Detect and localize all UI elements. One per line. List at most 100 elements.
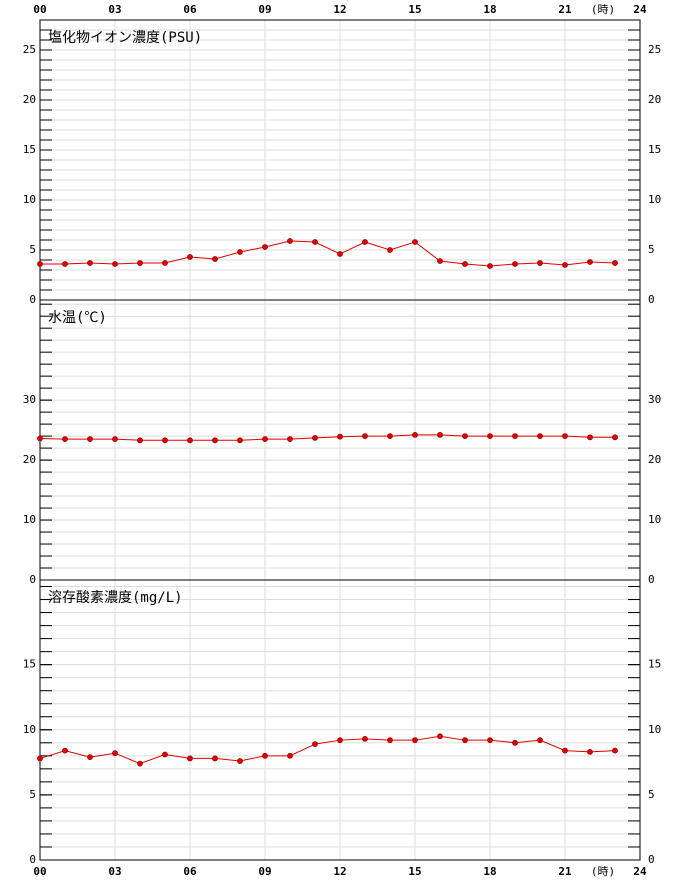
y-tick-label: 20 [23,453,36,466]
data-line [39,735,616,765]
y-tick-label: 0 [29,573,36,586]
data-point [137,760,143,767]
data-point [312,741,318,747]
data-point [262,752,268,759]
data-point [87,754,93,761]
data-point [337,433,343,440]
data-point [537,737,543,744]
data-point [137,437,143,444]
y-tick-label: 10 [23,193,36,206]
data-point [612,260,618,266]
y-tick-label: 0 [648,853,655,866]
data-point [37,261,43,267]
panel-title: 水温(℃) [48,310,107,326]
x-tick-label: 24 [633,865,647,878]
y-tick-label: 10 [23,723,36,736]
data-point [37,755,43,762]
data-point [512,261,518,267]
y-tick-label: 0 [648,293,655,306]
data-point [537,433,543,440]
data-point [37,435,43,442]
data-point [87,436,93,443]
data-point [437,432,443,438]
data-point [437,258,443,264]
x-tick-label: 06 [183,3,197,16]
data-point [162,260,168,266]
data-point [562,747,568,754]
data-point [337,251,343,257]
x-tick-label: 18 [483,865,496,878]
data-point [362,735,368,742]
y-tick-label: 10 [648,193,661,206]
data-point [362,239,368,245]
x-tick-label: 03 [108,865,121,878]
data-point [562,433,568,440]
data-point [262,244,268,250]
y-tick-label: 10 [648,723,661,736]
x-tick-label: 09 [258,865,271,878]
panel-frame [39,579,641,861]
data-point [187,755,193,762]
data-point [562,262,568,268]
y-tick-label: 20 [23,93,36,106]
data-point [287,238,293,244]
y-tick-label: 15 [648,658,661,671]
y-tick-label: 25 [23,43,36,56]
x-axis-label: (時) [591,865,615,878]
y-tick-label: 0 [29,853,36,866]
data-point [87,260,93,266]
y-tick-label: 0 [29,293,36,306]
data-point [612,434,618,441]
x-tick-label: 09 [258,3,271,16]
data-point [62,261,68,267]
y-tick-label: 10 [23,513,36,526]
x-tick-label: 00 [33,3,46,16]
data-line [39,434,615,441]
x-tick-label: 24 [633,3,647,16]
y-tick-label: 0 [648,573,655,586]
data-point [362,433,368,440]
data-line [40,240,616,267]
data-point [112,261,118,267]
data-point [187,254,193,260]
data-point [112,750,118,757]
x-tick-label: 12 [333,3,346,16]
data-point [387,433,393,440]
y-tick-label: 20 [648,93,661,106]
x-tick-label: 03 [108,3,121,16]
data-point [237,437,243,444]
data-point [462,261,468,267]
x-tick-label: 15 [408,865,421,878]
y-tick-label: 5 [29,243,36,256]
data-point [212,755,218,762]
data-point [237,249,243,255]
data-point [212,256,218,262]
x-axis-label: (時) [591,3,615,16]
data-point [162,437,168,444]
data-point [62,436,68,443]
x-tick-label: 00 [33,865,46,878]
data-point [412,432,418,438]
data-point [387,247,393,253]
data-point [487,433,493,440]
data-point [62,747,68,754]
data-point [162,751,168,758]
data-point [487,263,493,269]
panel-title: 塩化物イオン濃度(PSU) [48,30,202,46]
x-tick-label: 12 [333,865,346,878]
y-tick-label: 10 [648,513,661,526]
y-tick-label: 30 [23,393,36,406]
y-tick-label: 30 [648,393,661,406]
y-tick-label: 5 [29,788,36,801]
y-tick-label: 15 [648,143,661,156]
y-tick-label: 5 [648,788,655,801]
data-point [612,747,618,754]
data-point [287,436,293,443]
y-tick-label: 20 [648,453,661,466]
data-point [262,436,268,443]
data-point [587,749,593,755]
data-point [587,259,593,265]
data-point [287,752,293,759]
